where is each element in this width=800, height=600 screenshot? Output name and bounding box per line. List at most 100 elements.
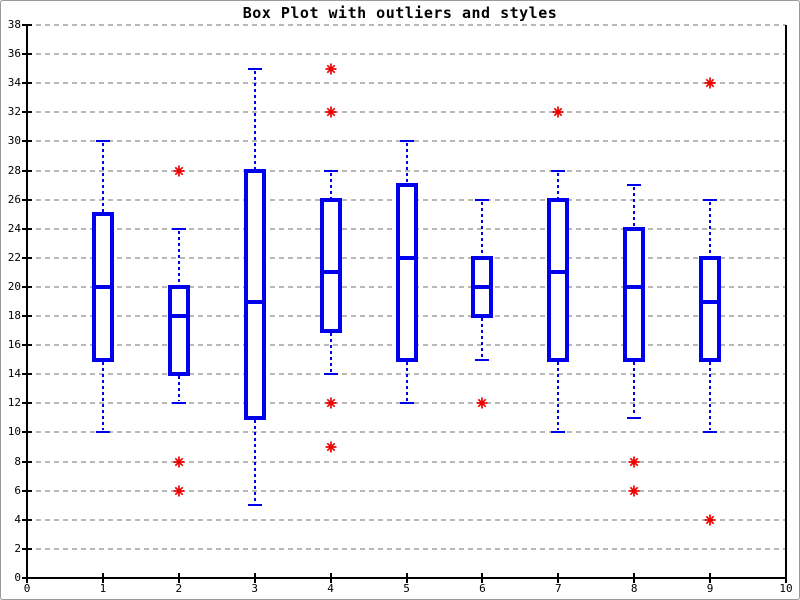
y-tick-label-34: 34 xyxy=(7,76,21,90)
whisker-upper-x6 xyxy=(481,201,484,256)
y-tick-label-22: 22 xyxy=(7,250,21,264)
gridline-y-10 xyxy=(27,431,786,434)
x-tick-label-8: 8 xyxy=(630,582,638,595)
gridline-y-36 xyxy=(27,53,786,56)
whisker-cap-low-x1 xyxy=(95,431,110,434)
y-tick-label-14: 14 xyxy=(7,367,21,381)
gridline-y-34 xyxy=(27,82,786,85)
whisker-cap-low-x4 xyxy=(323,373,338,376)
gridline-y-4 xyxy=(27,518,786,521)
gridline-y-6 xyxy=(27,489,786,492)
x-tick-label-6: 6 xyxy=(479,582,486,595)
whisker-lower-x8 xyxy=(633,361,636,416)
x-tick-label-9: 9 xyxy=(706,582,714,595)
whisker-cap-high-x7 xyxy=(551,169,566,172)
outlier-asterisk-icon xyxy=(173,456,185,468)
whisker-cap-low-x5 xyxy=(399,402,414,405)
y-tick-label-28: 28 xyxy=(7,163,21,177)
box-x4 xyxy=(319,197,342,333)
whisker-lower-x9 xyxy=(709,361,712,431)
whisker-cap-high-x9 xyxy=(703,198,718,201)
y-tick-label-32: 32 xyxy=(7,105,21,119)
x-tick-label-1: 1 xyxy=(99,582,107,595)
x-tick-label-10: 10 xyxy=(779,582,793,595)
outlier-asterisk-icon xyxy=(704,514,716,526)
outlier-asterisk-icon xyxy=(173,485,185,497)
median-x3 xyxy=(245,299,264,304)
y-tick-label-18: 18 xyxy=(7,309,21,323)
whisker-upper-x7 xyxy=(557,172,560,198)
whisker-lower-x1 xyxy=(101,361,104,431)
outlier-asterisk-icon xyxy=(325,106,337,118)
whisker-upper-x1 xyxy=(101,143,104,213)
y-tick-label-36: 36 xyxy=(7,47,21,61)
median-x7 xyxy=(549,270,568,275)
x-axis-line xyxy=(26,577,787,579)
outlier-asterisk-icon xyxy=(628,456,640,468)
whisker-cap-low-x6 xyxy=(475,358,490,361)
outlier-asterisk-icon xyxy=(325,441,337,453)
median-x6 xyxy=(473,284,492,289)
y-tick-label-2: 2 xyxy=(14,541,21,555)
whisker-cap-high-x5 xyxy=(399,140,414,143)
whisker-lower-x2 xyxy=(177,376,180,402)
median-x8 xyxy=(625,284,644,289)
whisker-cap-high-x1 xyxy=(95,140,110,143)
whisker-lower-x7 xyxy=(557,361,560,431)
y-tick-label-26: 26 xyxy=(7,192,21,206)
box-x3 xyxy=(243,168,266,420)
box-x2 xyxy=(167,284,190,377)
gridline-y-38 xyxy=(27,24,786,26)
y-tick-label-4: 4 xyxy=(14,512,21,526)
outlier-asterisk-icon xyxy=(552,106,564,118)
y-tick-label-20: 20 xyxy=(7,279,21,293)
y-tick-label-16: 16 xyxy=(7,338,21,352)
outlier-asterisk-icon xyxy=(325,63,337,75)
whisker-upper-x8 xyxy=(633,187,636,227)
y-tick-label-6: 6 xyxy=(14,483,21,497)
whisker-lower-x3 xyxy=(253,419,256,504)
box-x7 xyxy=(547,197,570,362)
whisker-upper-x5 xyxy=(405,143,408,184)
whisker-lower-x5 xyxy=(405,361,408,402)
whisker-lower-x4 xyxy=(329,332,332,373)
gridline-y-2 xyxy=(27,547,786,550)
box-x9 xyxy=(699,255,722,362)
whisker-upper-x4 xyxy=(329,172,332,198)
whisker-cap-low-x7 xyxy=(551,431,566,434)
gridline-y-32 xyxy=(27,111,786,114)
y-tick-label-12: 12 xyxy=(7,396,21,410)
gridline-y-8 xyxy=(27,460,786,463)
outlier-asterisk-icon xyxy=(476,397,488,409)
whisker-cap-low-x3 xyxy=(247,504,262,507)
median-x1 xyxy=(93,284,112,289)
whisker-cap-high-x6 xyxy=(475,198,490,201)
y-tick-label-10: 10 xyxy=(7,425,21,439)
whisker-cap-low-x8 xyxy=(627,416,642,419)
outlier-asterisk-icon xyxy=(704,77,716,89)
median-x4 xyxy=(321,270,340,275)
whisker-cap-high-x4 xyxy=(323,169,338,172)
y-tick-label-38: 38 xyxy=(7,18,21,31)
whisker-upper-x9 xyxy=(709,201,712,256)
whisker-cap-low-x2 xyxy=(171,402,186,405)
whisker-cap-high-x3 xyxy=(247,67,262,70)
x-tick-label-0: 0 xyxy=(23,582,31,595)
whisker-upper-x2 xyxy=(177,230,180,285)
outlier-asterisk-icon xyxy=(325,397,337,409)
y-tick-label-0: 0 xyxy=(14,571,21,584)
y-tick-label-30: 30 xyxy=(7,134,21,148)
x-tick-label-3: 3 xyxy=(251,582,258,595)
x-tick-label-7: 7 xyxy=(554,582,562,595)
whisker-cap-low-x9 xyxy=(703,431,718,434)
x-tick-label-2: 2 xyxy=(175,582,183,595)
outlier-asterisk-icon xyxy=(628,485,640,497)
chart-title: Box Plot with outliers and styles xyxy=(242,4,558,22)
whisker-cap-high-x2 xyxy=(171,227,186,230)
whisker-cap-high-x8 xyxy=(627,184,642,187)
box-x5 xyxy=(395,183,418,362)
x-tick-label-4: 4 xyxy=(327,582,334,595)
box-x8 xyxy=(623,226,646,362)
